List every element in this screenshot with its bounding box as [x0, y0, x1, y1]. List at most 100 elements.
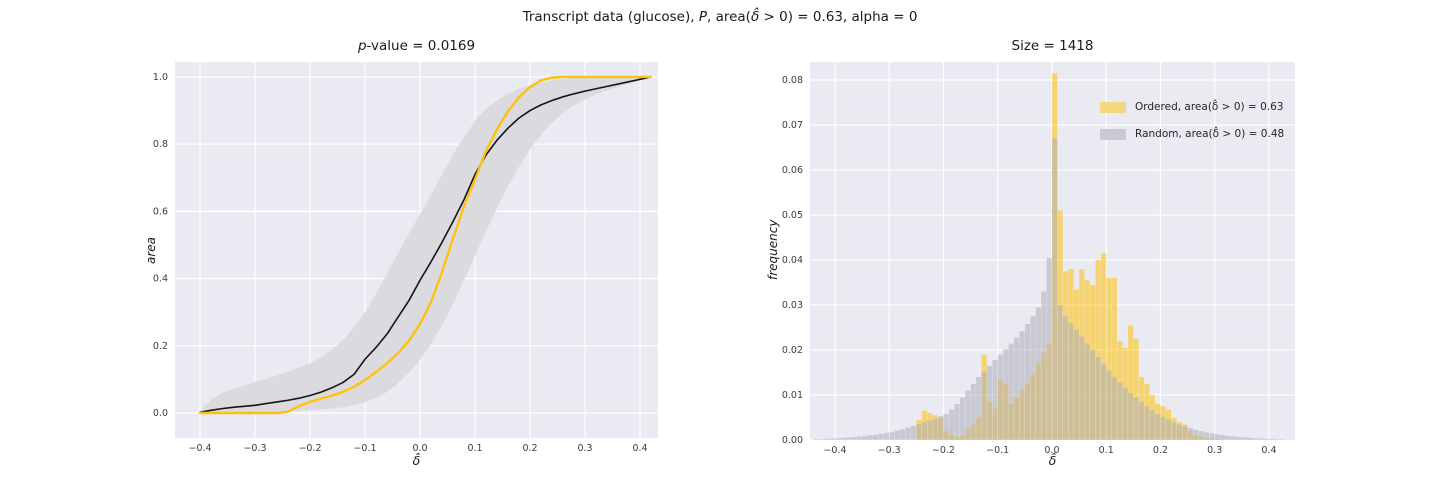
left-plot-area-tick-labels: −0.4 −0.3 −0.2 −0.1 0.0 0.1 0.2 0.3 0.4 0.0 0.2 0.4…	[153, 72, 648, 454]
legend-item-ordered: Ordered, area(δ̂ > 0) = 0.63	[1100, 97, 1284, 117]
hist-bars-random-bar	[1219, 434, 1226, 441]
hist-bars-random-bar	[1241, 437, 1248, 441]
hist-bars-random-bar	[1187, 427, 1194, 441]
hist-bars-random-bar	[1040, 291, 1047, 441]
hist-bars-random-bar	[986, 365, 993, 441]
hist-bars-random-bar	[1247, 437, 1253, 441]
random-mean-line	[199, 76, 652, 414]
hist-bars-random-bar	[997, 354, 1004, 441]
hist-bars-random-bar	[1149, 410, 1156, 441]
legend-swatch-ordered	[1100, 101, 1126, 113]
hist-bars-random-bar	[1209, 433, 1215, 441]
y-tick-label: 0.03	[782, 300, 803, 311]
hist-bars-random-bar	[959, 397, 966, 441]
x-tick-label: 0.0	[1044, 445, 1059, 456]
hist-bars-random-bar	[948, 409, 955, 441]
x-tick-label: −0.4	[823, 445, 846, 456]
hist-bars-random-bar	[937, 415, 944, 441]
right-y-axis-label: frequency	[766, 219, 780, 281]
hist-bars-random-bar	[905, 427, 912, 441]
x-tick-label: 0.4	[632, 443, 647, 454]
y-tick-label: 0.04	[782, 255, 803, 266]
hist-bars-random-bar	[1089, 349, 1096, 441]
hist-bars-random-bar	[921, 421, 928, 441]
y-tick-label: 0.02	[782, 345, 803, 356]
confidence-band	[200, 76, 652, 414]
y-tick-label: 0.6	[153, 206, 168, 217]
legend-label-ordered: Ordered, area(δ̂ > 0) = 0.63	[1135, 101, 1284, 113]
hist-bars-random-bar	[899, 428, 906, 441]
hist-bars-random-bar	[1263, 438, 1270, 441]
y-tick-label: 0.05	[782, 210, 803, 221]
hist-bars-random-bar	[818, 438, 825, 441]
hist-bars-random-bar	[856, 436, 863, 441]
left-y-axis-label: area	[144, 236, 158, 264]
hist-bars-random-bar	[1084, 343, 1091, 441]
hist-bars-random-bar	[1002, 348, 1009, 441]
hist-bars-random-bar	[850, 436, 857, 441]
left-x-axis-label: δ̂	[412, 453, 421, 468]
legend-label-random: Random, area(δ̂ > 0) = 0.48	[1135, 128, 1285, 140]
hist-bars-random-bar	[1252, 437, 1259, 441]
hist-bars-random-bar	[1236, 436, 1243, 441]
hist-bars-random-bar	[1268, 438, 1275, 441]
hist-bars-random-bar	[1030, 316, 1036, 441]
hist-bars-random-bar	[1078, 336, 1085, 441]
right-plot-area: −0.4 −0.3 −0.2 −0.1 0.0 0.1 0.2 0.3 0.4 0.00 0.01 0…	[782, 62, 1297, 456]
hist-bars-random-bar	[845, 437, 852, 441]
x-tick-label: −0.1	[986, 445, 1009, 456]
right-plot-title: Size = 1418	[1011, 38, 1094, 54]
hist-bars-random-bar	[1105, 370, 1112, 441]
x-tick-label: 0.3	[577, 443, 592, 454]
hist-bars-random-bar	[834, 437, 841, 441]
hist-bars-random-bar	[1095, 356, 1102, 441]
hist-bars-random-bar	[1279, 438, 1286, 441]
hist-bars-random-bar	[981, 371, 988, 441]
hist-bars-random-bar	[1257, 437, 1264, 441]
hist-bars-random-bar	[1067, 322, 1074, 441]
hist-bars-random-bar	[1160, 416, 1167, 441]
hist-bars-random-bar	[975, 376, 982, 441]
hist-bars-random-bar	[1100, 363, 1107, 441]
hist-bars-random-bar	[1019, 330, 1026, 441]
hist-bars-random-bar	[926, 419, 933, 441]
hist-bars-random-bar	[1013, 337, 1020, 441]
hist-bars-random-bar	[1225, 435, 1232, 441]
hist-bars-random-bar	[883, 432, 890, 441]
x-tick-label: −0.1	[353, 443, 376, 454]
y-tick-label: 0.0	[153, 408, 168, 419]
hist-bars-random-bar	[823, 438, 830, 441]
hist-bars-random-bar	[867, 434, 874, 441]
y-tick-label: 0.2	[153, 341, 168, 352]
hist-bars-random-bar	[916, 423, 923, 441]
x-tick-label: 0.3	[1207, 445, 1222, 456]
hist-bars-random-bar	[1192, 429, 1199, 441]
hist-bars-random-bar	[1138, 401, 1145, 441]
hist-bars-random-bar	[1198, 430, 1205, 441]
x-tick-label: −0.4	[188, 443, 211, 454]
x-tick-label: −0.2	[932, 445, 955, 456]
y-tick-label: 0.07	[782, 120, 803, 131]
hist-bars-random-bar	[1176, 424, 1183, 441]
hist-bars-random-bar	[1181, 425, 1188, 441]
hist-bars-random-bar	[932, 418, 939, 441]
right-plot-area-tick-labels: −0.4 −0.3 −0.2 −0.1 0.0 0.1 0.2 0.3 0.4 0.00 0.01 0…	[782, 75, 1277, 456]
hist-bars-random-bar	[910, 425, 917, 441]
y-tick-label: 0.08	[782, 75, 803, 86]
hist-bars-random-bar	[894, 430, 901, 441]
x-tick-label: 0.0	[412, 443, 427, 454]
hist-bars-random-bar	[1274, 438, 1281, 441]
hist-bars-random-bar	[1171, 421, 1177, 441]
hist-bars-random-bar	[872, 434, 879, 441]
left-plot-area: −0.4 −0.3 −0.2 −0.1 0.0 0.1 0.2 0.3 0.4 0.0 0.2 0.4…	[153, 62, 658, 454]
hist-bars-random-bar	[1143, 406, 1150, 441]
y-tick-label: 0.8	[153, 139, 168, 150]
x-tick-label: −0.3	[243, 443, 266, 454]
hist-bars-random-bar	[813, 438, 819, 441]
hist-bars-random	[813, 138, 1297, 441]
y-tick-label: 0.4	[153, 274, 168, 285]
legend-item-random: Random, area(δ̂ > 0) = 0.48	[1100, 124, 1284, 144]
hist-bars-random-bar	[964, 390, 971, 441]
hist-bars-random-bar	[970, 383, 977, 441]
